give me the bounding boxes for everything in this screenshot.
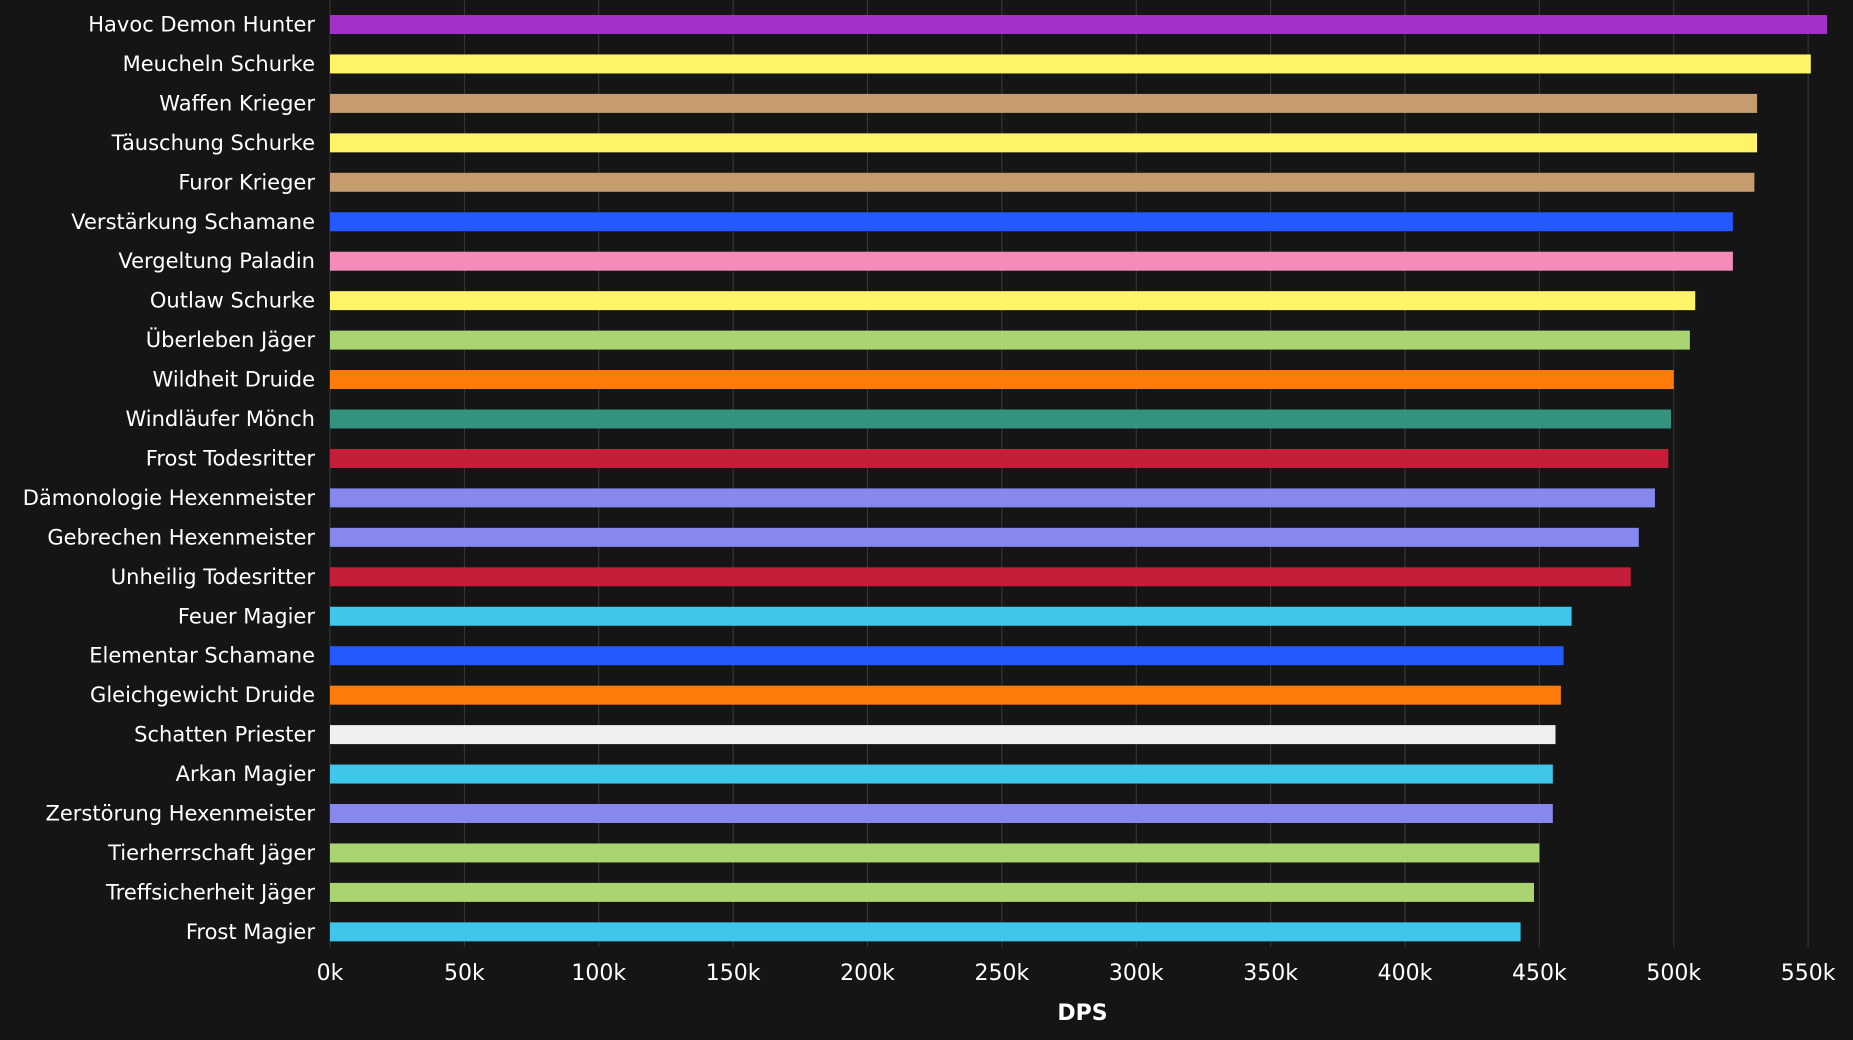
bar [330, 488, 1655, 508]
category-label: Arkan Magier [176, 762, 316, 786]
bar [330, 606, 1572, 626]
x-tick-label: 200k [840, 961, 895, 986]
x-tick-label: 500k [1646, 961, 1701, 986]
bar [330, 527, 1639, 547]
bar [330, 843, 1540, 863]
bars [330, 15, 1827, 942]
bar [330, 646, 1564, 666]
bar [330, 15, 1827, 34]
category-label: Meucheln Schurke [123, 52, 315, 76]
category-label: Frost Todesritter [146, 446, 316, 470]
category-label: Gebrechen Hexenmeister [47, 525, 315, 549]
x-tick-label: 350k [1243, 961, 1298, 986]
category-label: Frost Magier [186, 920, 315, 944]
bar [330, 54, 1811, 74]
category-label: Dämonologie Hexenmeister [23, 486, 316, 510]
category-label: Furor Krieger [178, 170, 315, 194]
category-label: Unheilig Todesritter [111, 565, 316, 589]
bar [330, 804, 1553, 823]
category-label: Überleben Jäger [146, 327, 316, 352]
bar [330, 448, 1669, 468]
bar [330, 133, 1758, 153]
x-tick-label: 50k [444, 961, 485, 986]
grid-lines [329, 0, 1809, 947]
bar [330, 370, 1674, 390]
category-label: Zerstörung Hexenmeister [45, 802, 315, 826]
bar [330, 882, 1534, 902]
category-label: Gleichgewicht Druide [90, 683, 315, 707]
x-tick-label: 0k [317, 961, 344, 986]
x-tick-label: 450k [1512, 961, 1567, 986]
category-label: Elementar Schamane [89, 644, 315, 668]
bar [330, 409, 1672, 429]
x-tick-label: 100k [571, 961, 626, 986]
x-tick-label: 150k [706, 961, 761, 986]
x-axis-title: DPS [1057, 1001, 1107, 1026]
bar [330, 251, 1733, 271]
category-label: Wildheit Druide [153, 368, 315, 392]
x-tick-label: 550k [1781, 961, 1836, 986]
bar [330, 567, 1631, 587]
category-label: Täuschung Schurke [111, 131, 315, 155]
category-label: Havoc Demon Hunter [88, 13, 315, 37]
bar [330, 330, 1690, 350]
bar [330, 922, 1521, 942]
bar [330, 291, 1696, 311]
category-label: Treffsicherheit Jäger [105, 880, 315, 904]
x-tick-label: 400k [1378, 961, 1433, 986]
category-labels: Havoc Demon Hunter Meucheln Schurke Waffen… [23, 13, 316, 944]
category-label: Windläufer Mönch [125, 407, 315, 431]
bar [330, 725, 1556, 745]
x-tick-label: 300k [1109, 961, 1164, 986]
x-axis-ticks: 0k 50k 100k 150k 200k 250k 300k 350k 400k 450k 500… [317, 961, 1836, 986]
category-label: Waffen Krieger [159, 91, 315, 115]
bar [330, 93, 1758, 113]
bar [330, 212, 1733, 232]
bar [330, 764, 1553, 784]
category-label: Verstärkung Schamane [71, 210, 315, 234]
category-label: Outlaw Schurke [150, 289, 315, 313]
category-label: Feuer Magier [178, 604, 315, 628]
category-label: Tierherrschaft Jäger [107, 841, 315, 865]
category-label: Schatten Priester [134, 723, 315, 747]
category-label: Vergeltung Paladin [118, 249, 315, 273]
bar [330, 172, 1755, 192]
bar [330, 685, 1561, 705]
x-tick-label: 250k [975, 961, 1030, 986]
